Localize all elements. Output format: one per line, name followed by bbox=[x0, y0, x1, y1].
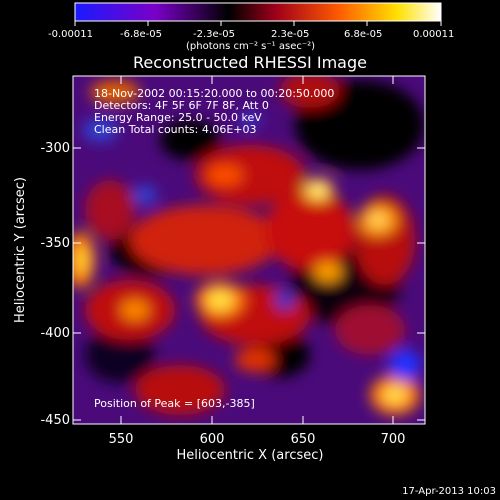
y-tick-1: -350 bbox=[40, 236, 70, 251]
peak-position: Position of Peak = [603,-385] bbox=[94, 397, 255, 410]
y-axis-ticks bbox=[73, 147, 425, 421]
colorbar-tick-2: -2.3e-05 bbox=[193, 29, 235, 40]
x-tick-2: 650 bbox=[291, 432, 316, 447]
colorbar-tick-5: 0.00011 bbox=[413, 29, 454, 40]
info-energy: Energy Range: 25.0 - 50.0 keV bbox=[94, 111, 262, 124]
y-axis-label: Heliocentric Y (arcsec) bbox=[13, 177, 28, 323]
colorbar-ticks bbox=[74, 21, 442, 26]
x-tick-1: 600 bbox=[200, 432, 225, 447]
colorbar-tick-4: 6.8e-05 bbox=[344, 29, 382, 40]
colorbar-tick-3: 2.3e-05 bbox=[271, 29, 309, 40]
info-counts: Clean Total counts: 4.06E+03 bbox=[94, 123, 257, 136]
y-tick-2: -400 bbox=[40, 326, 70, 341]
y-tick-3: -450 bbox=[40, 413, 70, 428]
colorbar-unit-label: (photons cm⁻² s⁻¹ asec⁻²) bbox=[186, 41, 315, 52]
x-tick-0: 550 bbox=[109, 432, 134, 447]
x-axis-label: Heliocentric X (arcsec) bbox=[177, 448, 324, 463]
colorbar-tick-1: -6.8e-05 bbox=[120, 29, 162, 40]
x-axis-ticks bbox=[120, 76, 394, 424]
info-detectors: Detectors: 4F 5F 6F 7F 8F, Att 0 bbox=[94, 99, 269, 112]
plot-title: Reconstructed RHESSI Image bbox=[133, 53, 367, 72]
y-tick-0: -300 bbox=[40, 141, 70, 156]
info-time-range: 18-Nov-2002 00:15:20.000 to 00:20:50.000 bbox=[94, 87, 334, 100]
image-panel bbox=[73, 76, 425, 424]
footer-date: 17-Apr-2013 10:03 bbox=[402, 486, 496, 497]
plot-frame bbox=[72, 75, 426, 425]
colorbar bbox=[74, 2, 442, 22]
colorbar-tick-0: -0.00011 bbox=[48, 29, 93, 40]
x-tick-3: 700 bbox=[381, 432, 406, 447]
